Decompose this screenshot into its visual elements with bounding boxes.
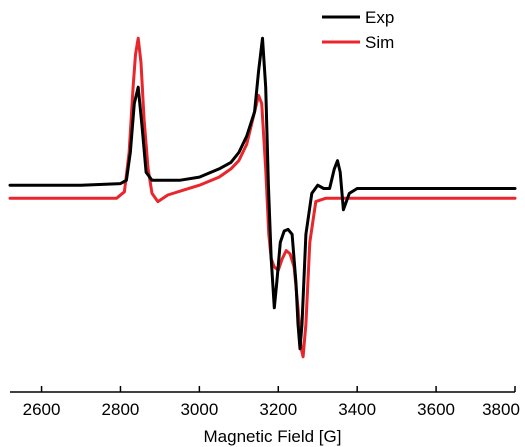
x-tick-label: 2600 [23, 400, 61, 419]
x-tick-label: 3600 [417, 400, 455, 419]
series-line-exp [8, 36, 517, 351]
legend-label-sim: Sim [365, 33, 394, 52]
legend: Exp Sim [322, 8, 394, 52]
x-tick-label: 3000 [180, 400, 218, 419]
x-tick-label: 3400 [338, 400, 376, 419]
x-tick-label: 3800 [482, 400, 520, 419]
x-tick-label: 2800 [102, 400, 140, 419]
legend-label-exp: Exp [365, 8, 394, 27]
series-layer [8, 36, 517, 359]
x-axis-title: Magnetic Field [G] [204, 427, 342, 446]
x-tick-label: 3200 [259, 400, 297, 419]
x-axis-ticks: 2600 2800 3000 3200 3400 3600 3800 [23, 386, 520, 419]
series-line-sim [8, 36, 517, 359]
